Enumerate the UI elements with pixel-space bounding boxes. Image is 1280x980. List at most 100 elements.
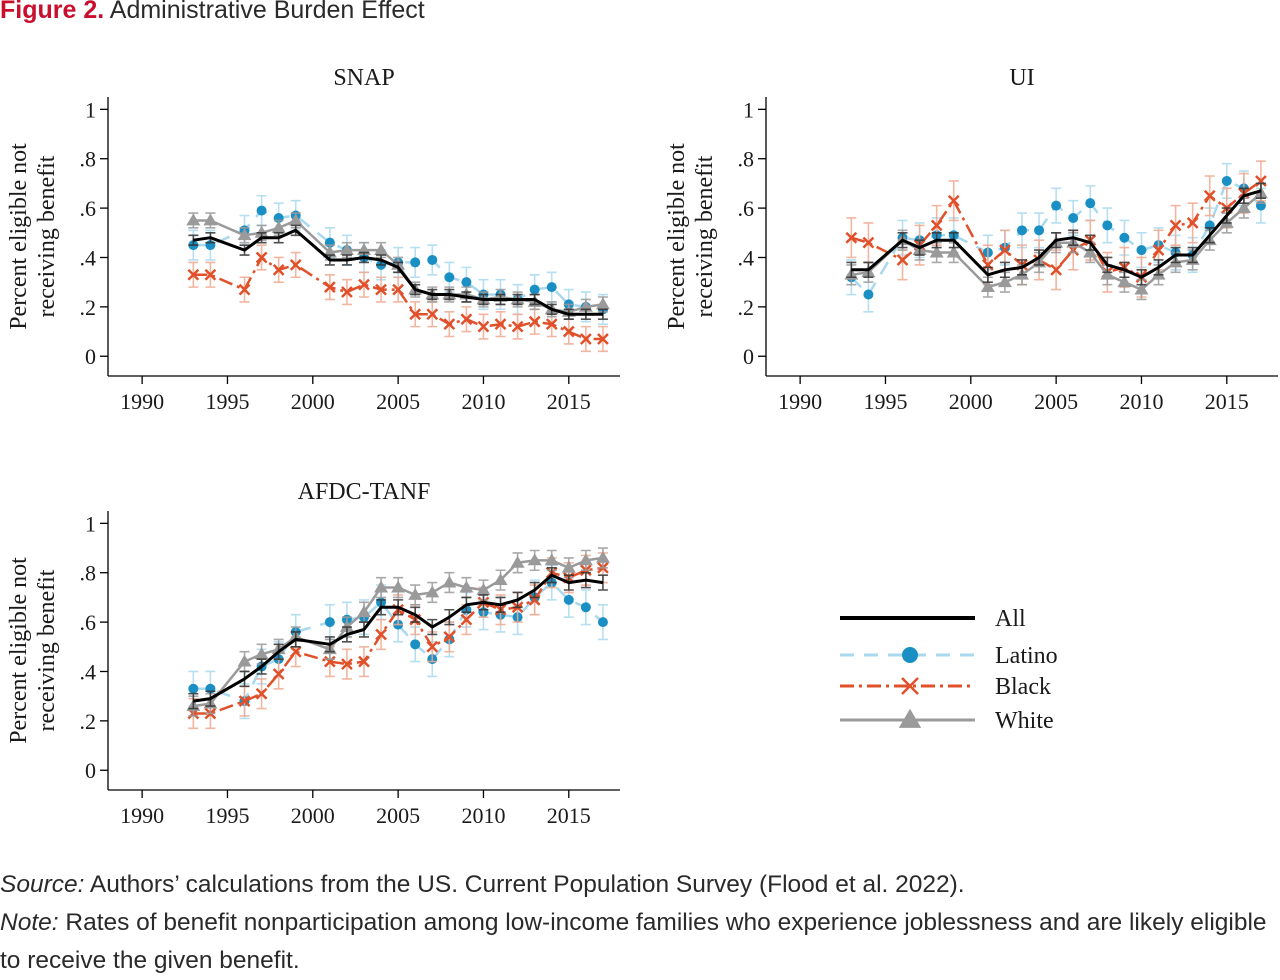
panel2-x-tick-label: 2000	[291, 803, 335, 828]
panel2-white-point	[357, 605, 371, 618]
panel0-y-label: Percent eligible notreceiving benefit	[6, 143, 60, 330]
panel0-black-point	[238, 283, 251, 296]
panel1-black-point	[981, 259, 994, 271]
panel1-black-point	[1186, 217, 1199, 229]
panel0-latino-point	[410, 257, 421, 268]
panel2-black-point	[255, 687, 268, 700]
panel0-black-point	[477, 320, 490, 333]
panel0-y-tick-label: .6	[80, 196, 97, 221]
panel1-series-all	[846, 182, 1266, 286]
panel1-latino-point	[1136, 245, 1147, 256]
panel2-series-white	[186, 547, 610, 717]
source-label: Source:	[0, 871, 85, 898]
panel0-white-point	[203, 213, 218, 226]
panel1-latino-point	[1102, 220, 1113, 231]
panel0-latino-point	[461, 277, 472, 288]
panel1-all-line	[851, 189, 1262, 279]
panel1-y-label: Percent eligible notreceiving benefit	[664, 143, 718, 330]
panel0-black-point	[341, 286, 353, 298]
panel2-black-point	[289, 645, 302, 658]
panel2-white-point	[459, 580, 474, 593]
panel0-black-point	[426, 308, 439, 321]
panel0-x-tick-label: 1995	[205, 389, 249, 414]
panel0-white-point	[254, 225, 269, 238]
panel2-white-point	[578, 553, 593, 566]
panel0-black-point	[579, 333, 592, 345]
panel2-black-point	[323, 655, 336, 668]
panel0-black-point	[392, 283, 405, 296]
panel1-y-label-line2: receiving benefit	[692, 155, 718, 317]
panel0-white-point	[237, 228, 252, 241]
panel0-black-point	[443, 318, 456, 331]
panel0-all-error-bar	[597, 308, 608, 321]
panel1-black-point	[1203, 189, 1216, 202]
panel2-y-tick-label: .2	[80, 709, 97, 734]
source-note: Source: Authors’ calculations from the U…	[0, 866, 1278, 904]
legend-item-latino: Latino	[840, 643, 1058, 669]
panel1-black-point	[862, 236, 875, 249]
panel1-x-tick-label: 2005	[1034, 389, 1078, 414]
legend-item-all: All	[840, 606, 1026, 632]
panel0-black-point	[272, 263, 285, 276]
panel1-black-point	[930, 219, 943, 232]
panel2-y-label-line2: receiving benefit	[34, 569, 60, 731]
panel2-x-tick-label: 2010	[461, 803, 505, 828]
panel1-latino-point	[1221, 175, 1232, 186]
panel1-latino-point	[1034, 225, 1045, 236]
panel0-black-point	[323, 281, 336, 293]
panel0-y-tick-label: 1	[85, 97, 96, 122]
panel0-latino-point	[444, 272, 455, 283]
panel2-latino-point	[597, 617, 608, 628]
panel0-latino-point	[427, 254, 438, 265]
panel2-latino-point	[324, 617, 335, 628]
legend-marker-black	[901, 677, 919, 695]
panel1-y-tick-label: 1	[743, 97, 754, 122]
panel2-x-tick-label: 2005	[376, 803, 420, 828]
panel2-all-error-bar	[597, 574, 608, 591]
panel0-y-tick-label: .2	[80, 295, 97, 320]
panel0-title: SNAP	[333, 65, 394, 91]
panel2-white-point	[544, 553, 559, 566]
panel2-white-point	[493, 573, 508, 586]
figure-title-text: Administrative Burden Effect	[109, 0, 425, 24]
panel2-white-point	[527, 553, 542, 566]
panel1-white-point	[980, 280, 995, 293]
panel-afdc-tanf: AFDC-TANF 0 .2 .4 .6 .8 1 1990 1995 2000 2005 2010 2…	[6, 479, 620, 828]
panel0-black-point	[597, 333, 609, 345]
panel2-black-point	[460, 613, 473, 626]
panel0-black-point	[545, 318, 558, 331]
panel2-white-point	[425, 585, 440, 598]
legend-item-black: Black	[840, 674, 1051, 700]
panel0-series-all	[188, 224, 608, 321]
panel0-white-point	[186, 213, 201, 226]
panel0-black-point	[460, 313, 473, 326]
panel2-series-all	[188, 566, 608, 710]
panel0-latino-point	[529, 284, 540, 295]
panel2-white-point	[561, 560, 576, 573]
panel0-y-tick-label: .8	[80, 147, 97, 172]
panel2-white-point	[374, 580, 389, 593]
panel0-black-point	[358, 278, 370, 291]
panel0-black-point	[255, 251, 268, 264]
panel0-y-label-line2: receiving benefit	[34, 155, 60, 317]
panel1-black-point	[1050, 263, 1063, 276]
panel1-black-point	[999, 244, 1011, 256]
panel0-y-tick-label: 0	[85, 344, 96, 369]
panel0-black-point	[375, 283, 387, 296]
panel2-title: AFDC-TANF	[298, 479, 431, 505]
panel1-black-point	[1255, 175, 1267, 187]
panel1-white-point	[1117, 275, 1132, 288]
legend-item-white: White	[840, 708, 1054, 734]
panel0-black-point	[562, 325, 575, 338]
legend-label-latino: Latino	[995, 643, 1058, 669]
panel0-white-point	[374, 243, 389, 255]
panel0-white-point	[288, 213, 303, 226]
panel2-y-tick-label: .8	[80, 561, 97, 586]
panel1-white-point	[997, 275, 1012, 288]
panel0-black-point	[528, 315, 541, 328]
panel0-x-tick-label: 1990	[120, 389, 164, 414]
panel1-white-point	[1100, 267, 1115, 280]
panel2-white-point	[408, 587, 423, 600]
panel1-black-point	[947, 194, 960, 207]
panel0-black-point	[289, 259, 302, 271]
